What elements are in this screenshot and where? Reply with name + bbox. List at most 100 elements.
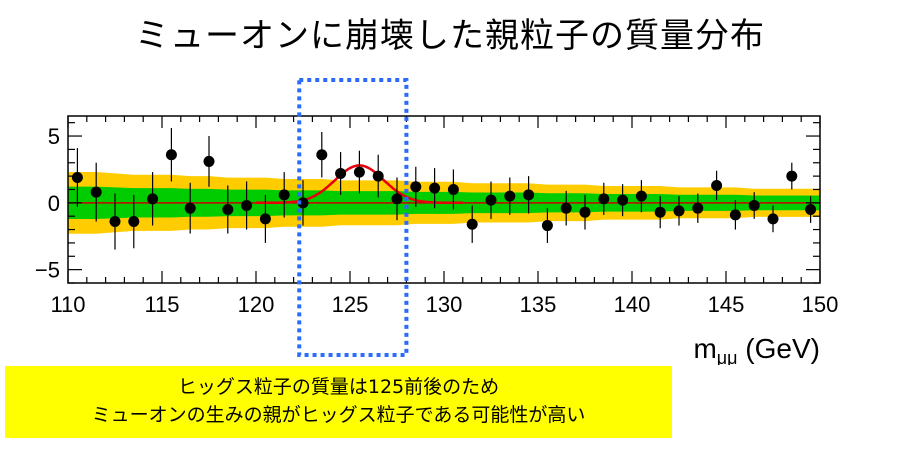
data-point bbox=[786, 162, 798, 190]
point-marker bbox=[579, 206, 591, 218]
point-marker bbox=[786, 170, 798, 182]
point-marker bbox=[447, 183, 459, 195]
page-title: ミューオンに崩壊した親粒子の質量分布 bbox=[135, 16, 765, 56]
x-tick-label: 110 bbox=[50, 292, 85, 317]
note-line-1: ヒッグス粒子の質量は125前後のため bbox=[177, 376, 500, 398]
data-point bbox=[673, 196, 685, 226]
data-point bbox=[654, 196, 666, 229]
x-tick-label: 125 bbox=[332, 292, 369, 317]
y-tick-label: −5 bbox=[35, 258, 60, 283]
point-marker bbox=[128, 216, 140, 228]
x-axis-label: mμμ (GeV) bbox=[693, 333, 820, 365]
point-marker bbox=[109, 216, 121, 228]
data-point bbox=[259, 194, 271, 243]
data-point bbox=[560, 190, 572, 226]
data-point bbox=[241, 181, 253, 230]
data-point bbox=[598, 182, 610, 215]
data-point bbox=[617, 184, 629, 217]
data-point bbox=[466, 205, 478, 243]
point-marker bbox=[147, 193, 159, 205]
y-tick-label: 5 bbox=[48, 124, 60, 149]
point-marker bbox=[767, 213, 779, 225]
x-tick-label: 140 bbox=[614, 292, 651, 317]
point-marker bbox=[598, 193, 610, 205]
point-marker bbox=[203, 155, 215, 167]
explanation-note: ヒッグス粒子の質量は125前後のため ミューオンの生みの親がヒッグス粒子である可… bbox=[5, 366, 672, 438]
data-point bbox=[147, 172, 159, 226]
point-marker bbox=[541, 220, 553, 232]
point-marker bbox=[372, 170, 384, 182]
data-point bbox=[805, 196, 817, 223]
point-marker bbox=[391, 193, 403, 205]
note-line-2: ミューオンの生みの親がヒッグス粒子である可能性が高い bbox=[91, 404, 586, 426]
highlight-box bbox=[297, 78, 409, 357]
point-marker bbox=[241, 200, 253, 212]
data-point bbox=[541, 208, 553, 243]
point-marker bbox=[335, 167, 347, 179]
point-marker bbox=[71, 171, 83, 183]
data-point bbox=[729, 200, 741, 230]
point-marker bbox=[353, 166, 365, 178]
point-marker bbox=[165, 149, 177, 161]
point-marker bbox=[805, 204, 817, 216]
x-tick-label: 150 bbox=[802, 292, 839, 317]
point-marker bbox=[729, 209, 741, 221]
data-point bbox=[504, 177, 516, 215]
data-point bbox=[485, 181, 497, 219]
point-marker bbox=[748, 200, 760, 212]
data-point bbox=[335, 152, 347, 195]
x-tick-label: 115 bbox=[144, 292, 179, 317]
point-marker bbox=[673, 205, 685, 217]
point-marker bbox=[316, 149, 328, 161]
data-point bbox=[184, 182, 196, 234]
data-point bbox=[391, 177, 403, 221]
data-point bbox=[748, 192, 760, 219]
point-marker bbox=[523, 189, 535, 201]
data-point bbox=[316, 132, 328, 178]
x-tick-label: 130 bbox=[426, 292, 463, 317]
data-point bbox=[278, 172, 290, 218]
point-marker bbox=[278, 189, 290, 201]
data-point bbox=[635, 180, 647, 213]
data-point bbox=[711, 170, 723, 201]
point-marker bbox=[617, 194, 629, 206]
point-marker bbox=[466, 218, 478, 230]
data-point bbox=[203, 136, 215, 187]
point-marker bbox=[504, 190, 516, 202]
point-marker bbox=[184, 202, 196, 214]
data-points bbox=[71, 128, 817, 250]
y-tick-label: 0 bbox=[48, 191, 60, 216]
point-marker bbox=[635, 190, 647, 202]
point-marker bbox=[222, 204, 234, 216]
x-tick-label: 135 bbox=[520, 292, 557, 317]
data-point bbox=[410, 166, 422, 207]
x-tick-label: 120 bbox=[238, 292, 275, 317]
point-marker bbox=[410, 181, 422, 193]
data-point bbox=[165, 128, 177, 182]
point-marker bbox=[90, 186, 102, 198]
point-marker bbox=[692, 202, 704, 214]
x-tick-label: 145 bbox=[708, 292, 745, 317]
data-point bbox=[372, 154, 384, 198]
data-point bbox=[90, 162, 102, 222]
data-point bbox=[353, 150, 365, 194]
data-point bbox=[767, 205, 779, 233]
point-marker bbox=[259, 213, 271, 225]
data-point bbox=[71, 148, 83, 207]
point-marker bbox=[485, 194, 497, 206]
mass-distribution-chart: 110 115 120 125 130 135 140 145 150 5 0 −5 mμμ (GeV… bbox=[35, 78, 838, 365]
data-point bbox=[222, 185, 234, 234]
point-marker bbox=[654, 206, 666, 218]
data-point bbox=[429, 168, 441, 209]
point-marker bbox=[297, 197, 309, 209]
point-marker bbox=[429, 182, 441, 194]
data-point bbox=[128, 194, 140, 249]
data-point bbox=[447, 169, 459, 210]
data-point bbox=[692, 193, 704, 223]
data-point bbox=[109, 193, 121, 250]
data-point bbox=[579, 194, 591, 230]
point-marker bbox=[711, 179, 723, 191]
axis-ticks: 110 115 120 125 130 135 140 145 150 5 0 −5 bbox=[35, 116, 838, 317]
data-point bbox=[297, 180, 309, 226]
data-point bbox=[523, 176, 535, 214]
